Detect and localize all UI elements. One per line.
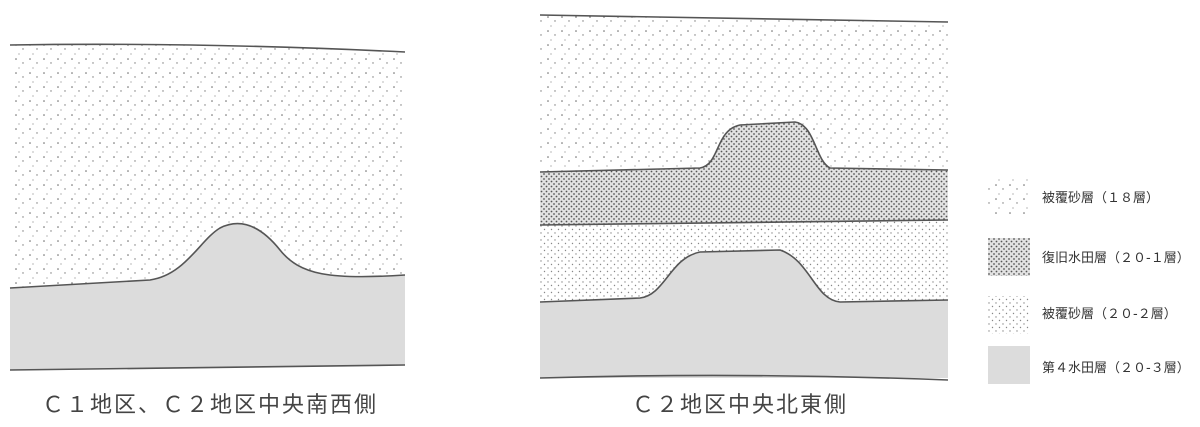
caption: Ｃ１地区、Ｃ２地区中央南西側 [42,393,378,418]
legend-swatch [988,238,1030,276]
legend-swatch [988,346,1030,384]
legend-swatch [988,178,1030,216]
legend-label: 第４水田層（２０-３層） [1042,361,1190,376]
caption: Ｃ２地区中央北東側 [632,393,848,418]
legend-label: 被覆砂層（２０-２層） [1042,307,1177,322]
left-section: Ｃ１地区、Ｃ２地区中央南西側 [9,43,406,418]
legend: 被覆砂層（１８層） 復旧水田層（２０-１層） 被覆砂層（２０-２層） 第４水田層… [988,178,1190,384]
right-section: Ｃ２地区中央北東側 [539,14,949,418]
legend-label: 復旧水田層（２０-１層） [1042,250,1190,266]
legend-swatch [988,296,1030,334]
legend-label: 被覆砂層（１８層） [1042,191,1159,206]
